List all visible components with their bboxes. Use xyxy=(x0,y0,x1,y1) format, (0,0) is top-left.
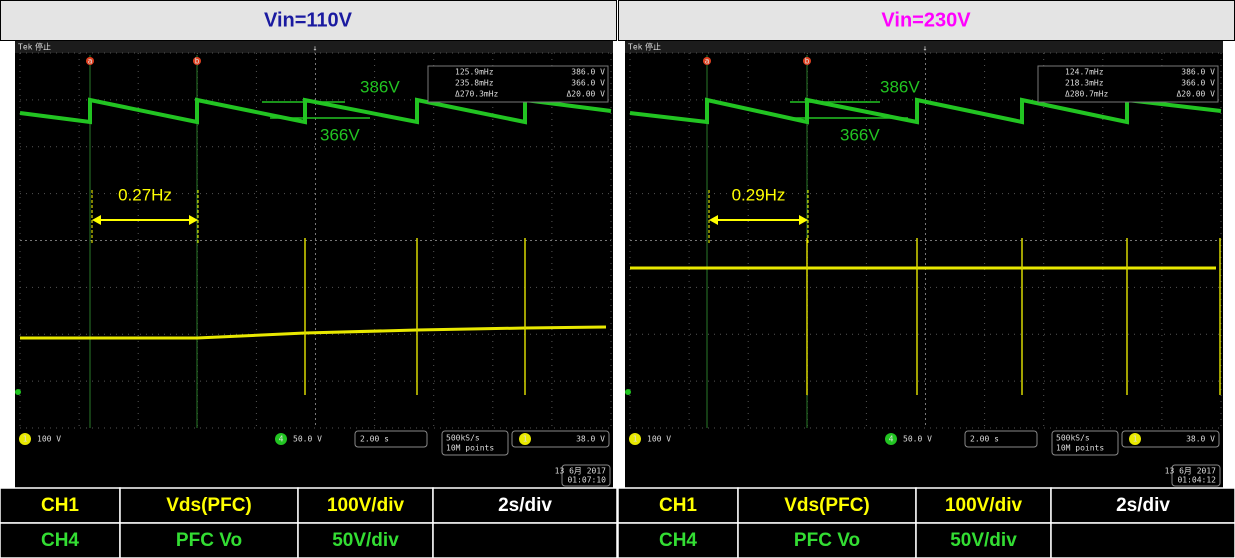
lower-label: 366V xyxy=(320,125,360,144)
timebase: 2.00 s xyxy=(360,435,389,444)
record-length: 10M points xyxy=(446,444,494,453)
trigger-level: 38.0 V xyxy=(1186,435,1215,444)
readout-value: Δ270.3mHz xyxy=(455,90,499,99)
channel-badge-label: 1 xyxy=(23,435,28,444)
trigger-marker: ↓ xyxy=(923,44,928,53)
readout-value: 366.0 V xyxy=(1181,79,1215,88)
readout-value: 218.3mHz xyxy=(1065,79,1104,88)
cursor-label: b xyxy=(195,57,200,66)
time: 01:04:12 xyxy=(1177,476,1216,485)
panel-title: Vin=230V xyxy=(881,9,971,31)
readout-value: Δ280.7mHz xyxy=(1065,90,1109,99)
channel-badge-label: 1 xyxy=(1133,435,1138,444)
table-text: 50V/div xyxy=(332,530,399,551)
scope-screen xyxy=(625,41,1223,488)
figure: Vin=110VTek停止ab↓0.27Hz386V366V125.9mHz38… xyxy=(0,0,1235,558)
channel-badge-label: 4 xyxy=(889,435,894,444)
timebase: 2.00 s xyxy=(970,435,999,444)
ch4-scale: 50.0 V xyxy=(293,435,322,444)
table-text: CH1 xyxy=(659,495,697,516)
table-text: 2s/div xyxy=(1116,495,1170,516)
channel-badge-label: 4 xyxy=(279,435,284,444)
table-text: Vds(PFC) xyxy=(784,495,870,516)
scope-state: 停止 xyxy=(645,42,661,52)
trigger-marker: ↓ xyxy=(313,44,318,53)
channel-badge-label: 1 xyxy=(633,435,638,444)
table-text: 50V/div xyxy=(950,530,1017,551)
table-text: PFC Vo xyxy=(176,530,242,551)
table-text: CH4 xyxy=(659,530,697,551)
scope-state: 停止 xyxy=(35,42,51,52)
ch4-ground-marker xyxy=(625,389,631,395)
upper-label: 386V xyxy=(880,77,920,96)
freq-label: 0.27Hz xyxy=(118,185,172,204)
table-cell xyxy=(1051,523,1235,558)
record-length: 10M points xyxy=(1056,444,1104,453)
freq-label: 0.29Hz xyxy=(732,185,786,204)
table-text: 100V/div xyxy=(945,495,1023,516)
scope-brand: Tek xyxy=(18,43,33,52)
trigger-level: 38.0 V xyxy=(576,435,605,444)
cursor-label: a xyxy=(88,57,93,66)
table-text: Vds(PFC) xyxy=(166,495,252,516)
lower-label: 366V xyxy=(840,125,880,144)
ch1-scale: 100 V xyxy=(37,435,61,444)
readout-value: 125.9mHz xyxy=(455,68,494,77)
scope-brand: Tek xyxy=(628,43,643,52)
readout-value: Δ20.00 V xyxy=(566,90,605,99)
readout-value: 366.0 V xyxy=(571,79,605,88)
time: 01:07:10 xyxy=(567,476,606,485)
ch4-scale: 50.0 V xyxy=(903,435,932,444)
readout-value: 124.7mHz xyxy=(1065,68,1104,77)
panel-title: Vin=110V xyxy=(264,9,353,31)
upper-label: 386V xyxy=(360,77,400,96)
readout-value: 386.0 V xyxy=(571,68,605,77)
readout-value: 235.8mHz xyxy=(455,79,494,88)
table-text: CH1 xyxy=(41,495,79,516)
date: 13 6月 2017 xyxy=(1165,467,1217,476)
cursor-label: a xyxy=(705,57,710,66)
table-cell xyxy=(433,523,617,558)
sample-rate: 500kS/s xyxy=(1056,434,1090,443)
ch4-ground-marker xyxy=(15,389,21,395)
date: 13 6月 2017 xyxy=(555,467,607,476)
channel-badge-label: 1 xyxy=(523,435,528,444)
readout-value: Δ20.00 V xyxy=(1176,90,1215,99)
sample-rate: 500kS/s xyxy=(446,434,480,443)
readout-value: 386.0 V xyxy=(1181,68,1215,77)
table-text: PFC Vo xyxy=(794,530,860,551)
ch1-scale: 100 V xyxy=(647,435,671,444)
cursor-label: b xyxy=(805,57,810,66)
table-text: CH4 xyxy=(41,530,79,551)
table-text: 2s/div xyxy=(498,495,552,516)
table-text: 100V/div xyxy=(327,495,405,516)
